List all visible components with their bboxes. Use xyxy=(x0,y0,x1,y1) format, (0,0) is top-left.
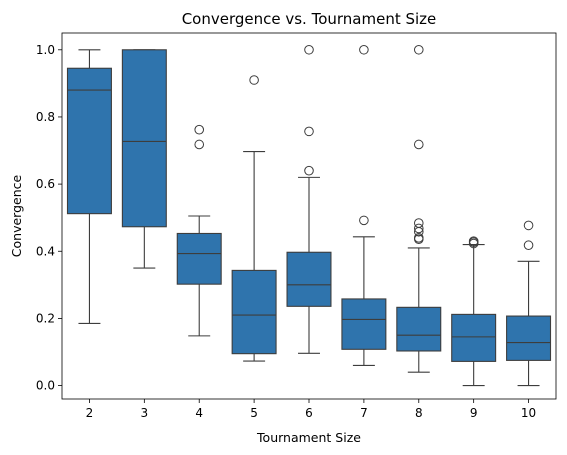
box-4 xyxy=(176,124,222,337)
y-axis: 0.0 0.2 0.4 0.6 0.8 1.0 xyxy=(36,43,62,393)
outlier-point xyxy=(468,238,479,249)
box-body xyxy=(341,298,387,350)
box-body xyxy=(396,306,442,352)
y-axis-label: Convergence xyxy=(9,174,24,257)
x-tick-label: 10 xyxy=(521,406,536,420)
x-tick-label: 9 xyxy=(470,406,478,420)
x-tick-label: 2 xyxy=(86,406,94,420)
x-tick-label: 4 xyxy=(195,406,203,420)
outlier-point xyxy=(413,44,424,55)
box-body xyxy=(121,49,167,228)
box-6 xyxy=(286,44,332,354)
x-tick-label: 7 xyxy=(360,406,368,420)
box-3 xyxy=(121,49,167,269)
x-axis-label: Tournament Size xyxy=(256,430,361,445)
x-tick-label: 6 xyxy=(305,406,313,420)
y-tick-label: 0.6 xyxy=(36,177,55,191)
outlier-point xyxy=(359,215,369,226)
outlier-point xyxy=(523,220,534,231)
box-body xyxy=(286,251,332,307)
x-tick-label: 5 xyxy=(250,406,258,420)
box-10 xyxy=(506,220,552,387)
y-tick-label: 0.2 xyxy=(36,311,55,325)
outlier-point xyxy=(194,124,205,135)
box-2 xyxy=(66,49,112,324)
outlier-point xyxy=(413,139,424,150)
y-tick-label: 0.0 xyxy=(36,379,55,393)
y-tick-label: 1.0 xyxy=(36,43,55,57)
outlier-point xyxy=(304,165,314,176)
box-7 xyxy=(341,44,387,366)
outlier-point xyxy=(413,226,424,237)
box-9 xyxy=(451,236,497,387)
outlier-point xyxy=(249,75,259,85)
box-5 xyxy=(231,75,277,362)
chart-title: Convergence vs. Tournament Size xyxy=(182,10,437,28)
y-tick-label: 0.4 xyxy=(36,244,55,258)
outlier-point xyxy=(523,240,534,251)
outlier-point xyxy=(304,126,314,137)
x-tick-label: 3 xyxy=(141,406,149,420)
outlier-point xyxy=(194,139,205,150)
box-body xyxy=(451,313,497,362)
box-body xyxy=(176,232,222,285)
box-body xyxy=(66,67,112,215)
box-8 xyxy=(396,44,442,373)
x-axis: 2 3 4 5 6 7 8 9 10 xyxy=(86,399,536,420)
y-tick-label: 0.8 xyxy=(36,110,55,124)
x-tick-label: 8 xyxy=(415,406,423,420)
outlier-point xyxy=(413,223,424,234)
box-series xyxy=(66,44,552,387)
outlier-point xyxy=(304,44,314,55)
box-body xyxy=(506,315,552,361)
outlier-point xyxy=(359,44,369,55)
box-body xyxy=(231,269,277,355)
outlier-point xyxy=(413,234,424,244)
